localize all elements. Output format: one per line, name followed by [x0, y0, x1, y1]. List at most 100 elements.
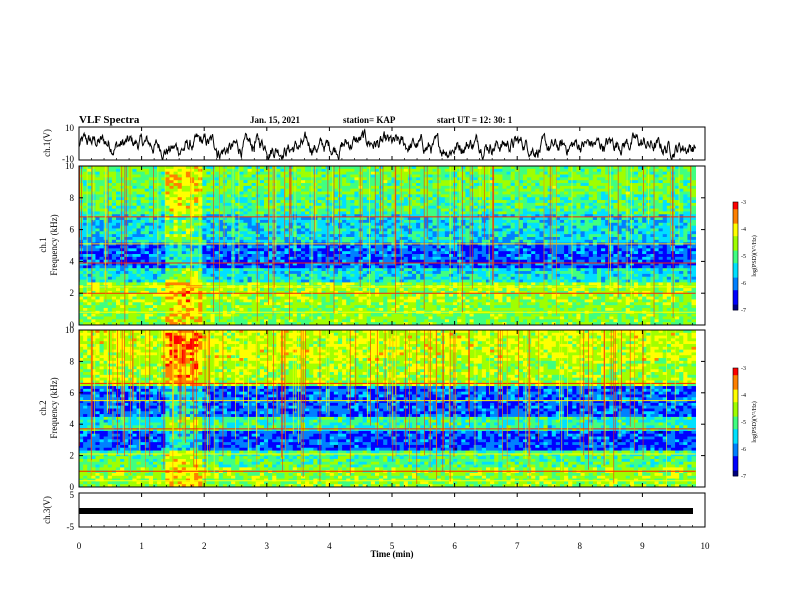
spectrogram-cell [107, 225, 113, 229]
spectrogram-cell [329, 245, 335, 249]
spectrogram-cell [210, 202, 216, 207]
spectrogram-cell [169, 200, 174, 204]
spectrogram-cell [572, 217, 577, 221]
spectrogram-cell [91, 228, 96, 232]
spectrogram-cell [354, 219, 359, 224]
spectrogram-cell [189, 174, 195, 178]
spectrogram-cell [654, 239, 660, 244]
spectrogram-cell [642, 183, 647, 187]
spectrogram-cell [638, 205, 643, 209]
spectrogram-cell [416, 171, 421, 175]
spectrogram-cell [461, 248, 466, 252]
spectrogram-cell [436, 183, 442, 187]
spectrogram-cell [617, 228, 623, 232]
spectrogram-cell [596, 177, 602, 181]
spectrogram-cell [424, 231, 429, 235]
spectrogram-cell [300, 166, 306, 170]
spectrogram-cell [309, 236, 314, 241]
spectrogram-cell [539, 177, 544, 181]
spectrogram-cell [403, 228, 409, 232]
spectrogram-cell [358, 231, 364, 235]
spectrogram-cell [87, 185, 92, 190]
spectrogram-cell [559, 239, 565, 244]
spectrogram-cell [675, 222, 680, 227]
spectrogram-cell [465, 256, 470, 261]
spectrogram-cell [194, 231, 199, 235]
spectrogram-cell [613, 256, 618, 261]
spectrogram-cell [691, 231, 697, 235]
spectrogram-cell [313, 248, 318, 252]
spectrogram-cell [399, 188, 405, 192]
spectrogram-cell [461, 166, 466, 170]
spectrogram-cell [259, 214, 265, 218]
spectrogram-cell [165, 256, 170, 261]
spectrogram-cell [107, 236, 113, 241]
spectrogram-cell [276, 228, 281, 232]
spectrogram-cell [366, 248, 372, 252]
spectrogram-cell [177, 191, 183, 195]
spectrogram-cell [576, 180, 581, 184]
spectrogram-cell [95, 200, 100, 204]
spectrogram-cell [638, 197, 643, 201]
spectrogram-cell [424, 174, 429, 178]
spectrogram-cell [662, 191, 668, 195]
spectrogram-cell [453, 211, 458, 215]
spectrogram-cell [642, 197, 647, 201]
spectrogram-cell [494, 228, 499, 232]
spectrogram-cell [346, 239, 351, 244]
spectrogram-cell [165, 254, 170, 258]
spectrogram-cell [531, 245, 536, 249]
spectrogram-cell [387, 239, 392, 244]
spectrogram-cell [120, 180, 125, 184]
spectrogram-cell [247, 222, 253, 227]
spectrogram-cell [255, 171, 261, 175]
spectrogram-cell [181, 188, 187, 192]
spectrogram-cell [370, 245, 376, 249]
spectrogram-cell [527, 183, 532, 187]
spectrogram-cell [276, 208, 281, 212]
spectrogram-cell [555, 177, 561, 181]
spectrogram-cell [284, 217, 290, 221]
spectrogram-cell [239, 219, 244, 224]
spectrogram-cell [358, 214, 364, 218]
spectrogram-cell [136, 254, 142, 258]
spectrogram-cell [387, 211, 392, 215]
spectrogram-cell [222, 180, 228, 184]
spectrogram-cell [510, 214, 516, 218]
spectrogram-cell [218, 168, 224, 173]
spectrogram-cell [559, 191, 565, 195]
spectrogram-cell [280, 180, 285, 184]
spectrogram-cell [370, 191, 376, 195]
spectrogram-cell [535, 185, 540, 190]
spectrogram-cell [111, 205, 117, 209]
spectrogram-cell [416, 251, 421, 255]
spectrogram-cell [469, 194, 475, 198]
spectrogram-cell [469, 202, 475, 207]
spectrogram-cell [502, 200, 507, 204]
spectrogram-cell [527, 248, 532, 252]
spectrogram-cell [633, 211, 639, 215]
spectrogram-cell [457, 245, 462, 249]
spectrogram-cell [658, 245, 664, 249]
spectrogram-cell [416, 208, 421, 212]
spectrogram-cell [416, 256, 421, 261]
spectrogram-cell [522, 208, 528, 212]
spectrogram-cell [584, 177, 590, 181]
spectrogram-cell [107, 185, 113, 190]
spectrogram-cell [210, 228, 216, 232]
spectrogram-cell [198, 188, 203, 192]
spectrogram-cell [362, 239, 368, 244]
spectrogram-cell [342, 177, 347, 181]
spectrogram-cell [436, 177, 442, 181]
spectrogram-cell [362, 228, 368, 232]
spectrogram-cell [128, 248, 133, 252]
spectrogram-cell [527, 202, 532, 207]
spectrogram-cell [514, 185, 520, 190]
spectrogram-cell [305, 197, 310, 201]
spectrogram-cell [120, 239, 125, 244]
spectrogram-cell [564, 197, 569, 201]
spectrogram-cell [596, 239, 602, 244]
spectrogram-cell [510, 248, 516, 252]
spectrogram-cell [539, 183, 544, 187]
spectrogram-cell [226, 236, 232, 241]
